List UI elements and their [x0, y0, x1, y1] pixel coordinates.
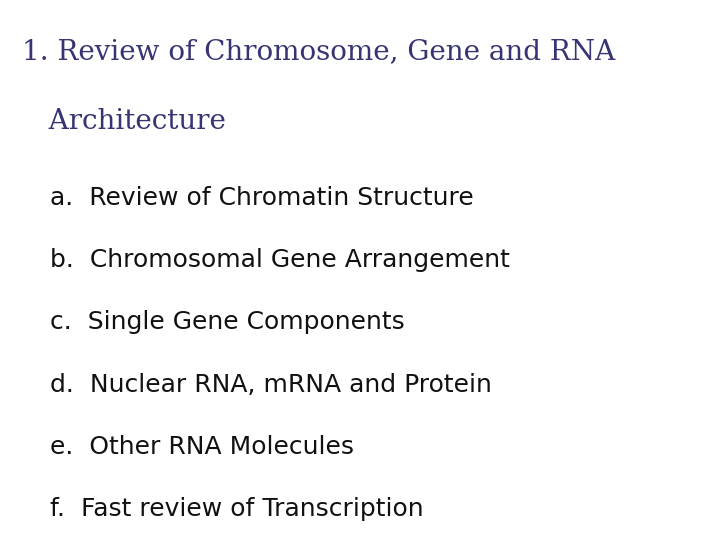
Text: a.  Review of Chromatin Structure: a. Review of Chromatin Structure [50, 186, 474, 210]
Text: 1. Review of Chromosome, Gene and RNA: 1. Review of Chromosome, Gene and RNA [22, 38, 615, 65]
Text: b.  Chromosomal Gene Arrangement: b. Chromosomal Gene Arrangement [50, 248, 510, 272]
Text: d.  Nuclear RNA, mRNA and Protein: d. Nuclear RNA, mRNA and Protein [50, 373, 492, 396]
Text: e.  Other RNA Molecules: e. Other RNA Molecules [50, 435, 354, 458]
Text: f.  Fast review of Transcription: f. Fast review of Transcription [50, 497, 424, 521]
Text: c.  Single Gene Components: c. Single Gene Components [50, 310, 405, 334]
Text: Architecture: Architecture [22, 108, 225, 135]
